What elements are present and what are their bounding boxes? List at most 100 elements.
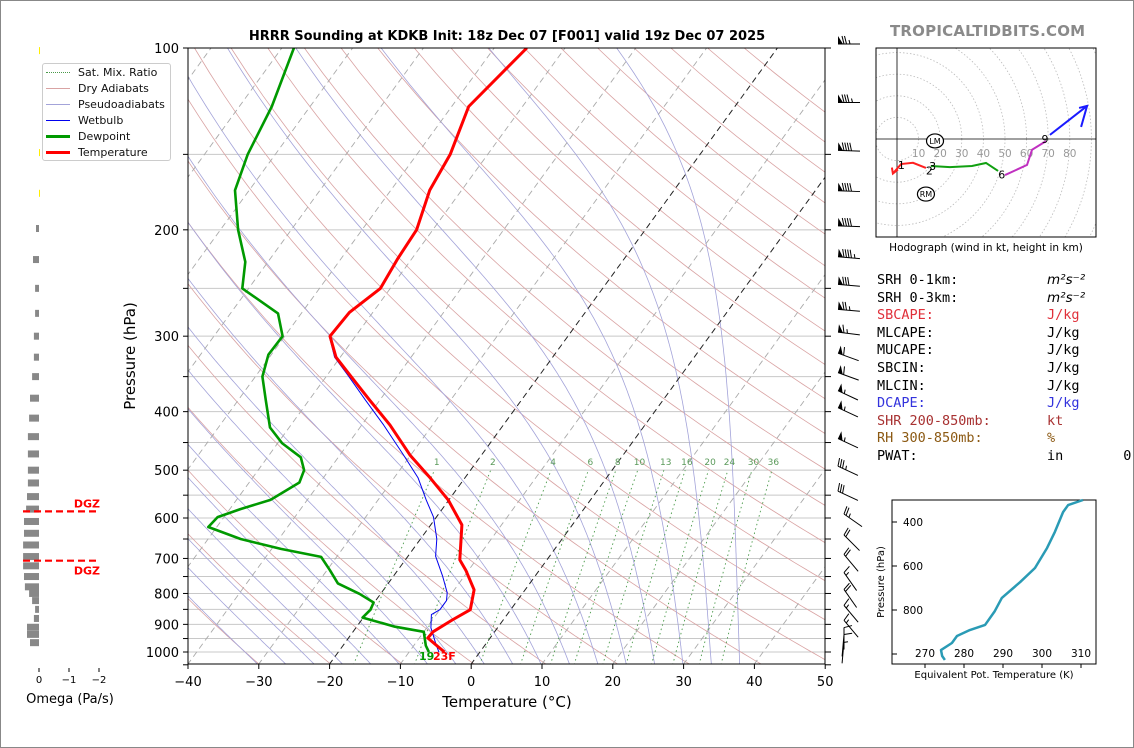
isotherm-line [188, 48, 495, 470]
mixing-ratio-label: 30 [748, 458, 760, 468]
parameter-unit: in [1047, 447, 1064, 464]
mixing-ratio-label: 6 [587, 458, 593, 468]
omega-bar [32, 597, 39, 605]
pseudoadiabat-line [188, 508, 344, 664]
barb-full [844, 35, 847, 45]
wind-barb [837, 365, 859, 381]
omega-bar [24, 583, 39, 591]
parameter-unit: m²s⁻² [1047, 272, 1086, 288]
dry-adiabat-line [267, 48, 825, 544]
y-tick-label: 100 [154, 42, 179, 57]
x-tick-label: −20 [316, 675, 343, 690]
barb-full [842, 485, 845, 494]
dry-adiabat-line [188, 598, 260, 664]
barb-half [843, 437, 846, 442]
parameter-row: SBCIN:0J/kg [877, 360, 1080, 378]
hodograph-ring-label: 30 [955, 148, 968, 160]
legend-label: Temperature [78, 146, 148, 160]
dgz-label: DGZ [74, 565, 100, 578]
barb-full [841, 217, 845, 227]
wind-barb [837, 400, 859, 418]
barb-staff [843, 572, 858, 591]
dry-adiabat-line [340, 48, 825, 470]
parameter-label: MLCAPE: [877, 324, 934, 341]
barb-full [843, 598, 850, 606]
omega-bar [33, 256, 39, 264]
omega-bar [24, 529, 39, 537]
barb-full [843, 565, 850, 573]
x-tick-label: −30 [245, 675, 272, 690]
parameter-row: MLCIN:0J/kg [877, 377, 1080, 396]
barb-full [843, 625, 853, 629]
legend-label: Wetbulb [78, 114, 124, 128]
dry-adiabat-line [188, 98, 825, 661]
dry-adiabat-line [188, 406, 475, 664]
pseudoadiabat-line [188, 326, 485, 664]
barb-pennant [838, 36, 843, 44]
y-tick-label: 700 [154, 552, 179, 567]
isotherm-line [188, 48, 566, 568]
hodograph-caption: Hodograph (wind in kt, height in km) [889, 242, 1083, 254]
barb-full [841, 182, 845, 192]
dry-adiabat-line [450, 48, 825, 365]
parameter-value: 0 [1076, 360, 1134, 376]
barb-staff [837, 352, 859, 362]
hodograph-end-arrow [1078, 104, 1089, 128]
hodograph-height-label: 2 [926, 164, 933, 177]
omega-bar [23, 553, 39, 561]
legend-item-dry-adiabats: Dry Adiabats [43, 81, 170, 97]
barb-full [847, 277, 850, 286]
parameter-value: 0 [1076, 342, 1134, 358]
skewt-plot-frame [187, 47, 826, 665]
pseudoadiabat-line [188, 476, 372, 664]
barb-full [841, 35, 845, 45]
pseudoadiabat-line [616, 48, 741, 664]
barb-half [843, 389, 846, 394]
y-axis-label: Pressure (hPa) [121, 302, 139, 410]
parameter-row: DCAPE:6J/kg [877, 395, 1080, 413]
barb-staff [843, 554, 859, 572]
x-tick-label: 10 [534, 675, 551, 690]
parameter-label: PWAT: [877, 447, 918, 464]
legend-label: Sat. Mix. Ratio [78, 65, 158, 79]
barb-full [843, 632, 853, 636]
omega-bar [39, 47, 40, 55]
barb-pennant [838, 276, 843, 285]
theta-e-x-tick-label: 300 [1032, 648, 1052, 660]
barb-full [843, 547, 850, 555]
dry-adiabat-line [524, 48, 825, 299]
wind-barb [837, 457, 859, 476]
wind-barb [841, 632, 853, 657]
skewt-background-lines: 1 2 4 6 8 10 13 16 20 24 30 36 [188, 48, 825, 664]
omega-bar [35, 309, 39, 317]
parameter-label: SBCAPE: [877, 307, 934, 324]
mixing-ratio-label: 4 [550, 458, 556, 468]
wind-barb [837, 482, 859, 501]
parameter-unit: J/kg [1047, 324, 1080, 341]
pseudoadiabat-line [188, 595, 258, 664]
mixing-ratio-label: 1 [434, 458, 440, 468]
theta-e-x-axis-label: Equivalent Pot. Temperature (K) [914, 670, 1073, 681]
omega-bar [33, 332, 39, 340]
brand-watermark: TROPICALTIDBITS.COM [890, 22, 1086, 40]
parameter-label: MLCIN: [877, 377, 926, 394]
barb-pennant [838, 431, 843, 441]
parameter-value: 0.14 [1123, 447, 1134, 464]
pseudoadiabat-line [188, 155, 570, 664]
barb-staff [841, 634, 845, 657]
barb-staff [841, 641, 845, 664]
parameter-value: 0 [1076, 378, 1134, 394]
barb-staff [837, 372, 859, 381]
hodograph-frame [875, 47, 1097, 238]
parameter-value: 18 [1076, 430, 1134, 446]
pseudoadiabat-line [227, 48, 627, 664]
temperature-profile [328, 48, 528, 654]
wind-barb [843, 565, 858, 591]
barb-half [845, 619, 850, 624]
omega-bar [36, 225, 39, 233]
barb-full [849, 218, 852, 227]
dgz-label: DGZ [74, 497, 100, 510]
barb-full [846, 183, 850, 192]
dry-adiabat-line [188, 469, 404, 664]
